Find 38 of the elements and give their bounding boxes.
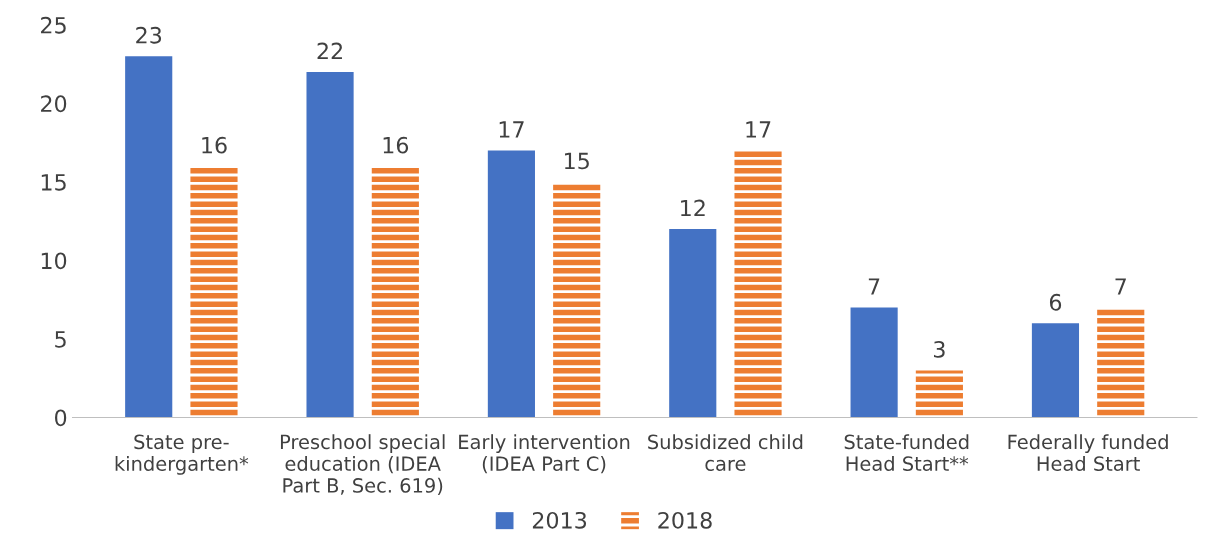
x-tick-label: Federally funded Head Start (1008, 434, 1168, 472)
data-label: 17 (499, 121, 524, 138)
bar (1097, 307, 1145, 418)
bar (669, 229, 717, 418)
data-label: 6 (1049, 293, 1062, 311)
bar (850, 307, 898, 418)
bar (553, 181, 601, 418)
bar (487, 150, 535, 418)
data-label: 17 (746, 121, 771, 138)
y-tick-label: 15 (41, 174, 66, 191)
data-label: 3 (934, 340, 945, 358)
data-label: 12 (681, 199, 705, 217)
bar (371, 166, 419, 418)
bar (734, 150, 782, 418)
bar (915, 370, 963, 418)
x-tick-label: Preschool special education (IDEA Part B, Sec. 619) (280, 434, 445, 496)
legend-label: 2013 (532, 511, 587, 529)
y-tick-label: 20 (41, 95, 67, 113)
x-tick-label: State-funded Head Start** (844, 434, 969, 472)
y-tick-label: 25 (41, 16, 66, 34)
x-tick-label: Early intervention (IDEA Part C) (459, 434, 630, 474)
x-tick-label: State pre- kindergarten* (115, 434, 249, 475)
data-label: 23 (136, 26, 162, 44)
legend-label: 2018 (658, 511, 712, 529)
bar (190, 166, 238, 418)
bar (125, 56, 173, 418)
data-label: 22 (317, 42, 342, 60)
data-label: 16 (383, 136, 409, 154)
data-label: 16 (202, 136, 227, 154)
data-label: 15 (565, 152, 589, 170)
x-tick-label: Subsidized child care (648, 434, 803, 472)
data-label: 7 (1115, 278, 1126, 295)
y-tick-label: 5 (55, 331, 66, 348)
y-tick-label: 0 (55, 409, 67, 427)
bar (306, 72, 354, 418)
bar (1031, 323, 1080, 418)
data-label: 7 (868, 278, 880, 295)
y-tick-label: 10 (41, 252, 67, 270)
